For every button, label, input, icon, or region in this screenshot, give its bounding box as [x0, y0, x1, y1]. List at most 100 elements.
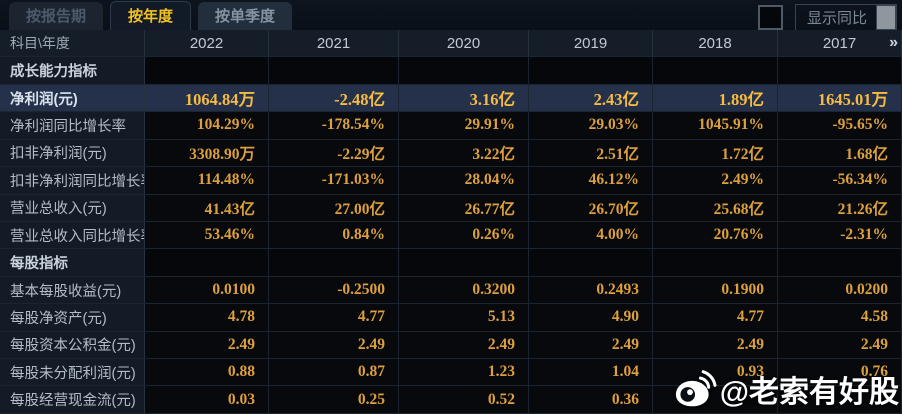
more-years-icon[interactable]: » — [889, 34, 898, 52]
cell-value: 2.49 — [653, 331, 778, 359]
cell-value — [529, 57, 653, 84]
table-row[interactable]: 基本每股收益(元) 0.0100 -0.2500 0.3200 0.2493 0.1900… — [0, 276, 902, 305]
row-label: 扣非净利润同比增长率 — [0, 167, 145, 194]
cell-value: 0.87 — [269, 359, 399, 386]
row-label: 营业总收入同比增长率 — [0, 221, 145, 249]
cell-value: 1645.01万 — [778, 84, 902, 112]
cell-value: 26.77亿 — [399, 194, 529, 221]
tab-report-period[interactable]: 按报告期 — [9, 2, 104, 30]
row-label: 每股资本公积金(元) — [0, 331, 145, 359]
cell-value: 0.0200 — [778, 276, 902, 304]
cell-value — [399, 249, 529, 276]
show-yoy-label: 显示同比 — [806, 10, 867, 27]
tab-annual[interactable]: 按年度 — [110, 1, 192, 30]
cell-value — [145, 249, 269, 276]
table-row[interactable]: 扣非净利润(元) 3308.90万 -2.29亿 3.22亿 2.51亿 1.72亿 1.6… — [0, 139, 902, 168]
cell-value — [778, 386, 902, 413]
cell-value: 0.52 — [399, 386, 529, 413]
year-column-header: 2022 — [145, 30, 269, 57]
cell-value: 25.68亿 — [653, 194, 778, 221]
cell-value: -2.29亿 — [269, 139, 399, 167]
cell-value: 4.77 — [653, 304, 778, 331]
table-row[interactable]: 营业总收入(元) 41.43亿 27.00亿 26.77亿 26.70亿 25.68亿 21… — [0, 194, 902, 222]
cell-value: 4.78 — [145, 304, 269, 331]
cell-value: 0.93 — [653, 359, 778, 386]
row-label: 净利润同比增长率 — [0, 112, 145, 139]
cell-value: -0.2500 — [269, 276, 399, 304]
cell-value: 0.0100 — [145, 276, 269, 304]
row-label: 每股经营现金流(元) — [0, 386, 145, 413]
cell-value: -2.48亿 — [269, 84, 399, 112]
cell-value — [778, 57, 902, 84]
table-row[interactable]: 每股资本公积金(元) 2.49 2.49 2.49 2.49 2.49 2.49 — [0, 331, 902, 360]
annual-financial-table: 科目\年度 2022 2021 2020 2019 2018 2017» 成长能力指标 净利… — [0, 30, 902, 414]
tab-bar: 按报告期 按年度 按单季度 显示同比 — [0, 0, 902, 31]
row-label: 每股指标 — [0, 249, 145, 276]
cell-value — [778, 249, 902, 276]
cell-value: 5.13 — [399, 304, 529, 331]
table-row[interactable]: 扣非净利润同比增长率 114.48% -171.03% 28.04% 46.12% 2.4… — [0, 167, 902, 195]
cell-value: 0.03 — [145, 386, 269, 413]
year-column-header: 2021 — [269, 30, 399, 57]
show-yoy-toggle[interactable]: 显示同比 — [794, 4, 897, 31]
cell-value — [399, 57, 529, 84]
year-column-header: 2018 — [653, 30, 778, 57]
cell-value — [269, 249, 399, 276]
cell-value: 114.48% — [145, 167, 269, 194]
cell-value — [529, 249, 653, 276]
cell-value: 0.76 — [778, 359, 902, 386]
cell-value: 2.49% — [653, 167, 778, 194]
cell-value — [653, 57, 778, 84]
tab-single-quarter[interactable]: 按单季度 — [198, 2, 293, 30]
cell-value: 3.16亿 — [399, 84, 529, 112]
show-yoy-checkbox[interactable] — [757, 5, 783, 30]
cell-value: 41.43亿 — [145, 194, 269, 221]
cell-value: 29.03% — [529, 112, 653, 139]
tab-bar-tabs: 按报告期 按年度 按单季度 — [9, 1, 293, 30]
cell-value: 0.36 — [529, 386, 653, 413]
corner-header: 科目\年度 — [0, 30, 145, 57]
table-row[interactable]: 净利润(元) 1064.84万 -2.48亿 3.16亿 2.43亿 1.89亿 1645.… — [0, 84, 902, 113]
row-label: 每股未分配利润(元) — [0, 359, 145, 386]
cell-value: 0.84% — [269, 221, 399, 249]
toggle-handle — [876, 5, 896, 30]
cell-value: 2.49 — [145, 331, 269, 359]
cell-value: 1.72亿 — [653, 139, 778, 167]
cell-value: -56.34% — [778, 167, 902, 194]
cell-value: 1.04 — [529, 359, 653, 386]
cell-value: 2.43亿 — [529, 84, 653, 112]
cell-value — [653, 249, 778, 276]
cell-value: 1.89亿 — [653, 84, 778, 112]
cell-value: 20.76% — [653, 221, 778, 249]
cell-value: 2.49 — [529, 331, 653, 359]
table-header-row: 科目\年度 2022 2021 2020 2019 2018 2017» — [0, 30, 902, 58]
cell-value: 26.70亿 — [529, 194, 653, 221]
year-column-header: 2017» — [778, 30, 902, 57]
cell-value: 1.23 — [399, 359, 529, 386]
table-row[interactable]: 每股净资产(元) 4.78 4.77 5.13 4.90 4.77 4.58 — [0, 304, 902, 332]
table-row[interactable]: 净利润同比增长率 104.29% -178.54% 29.91% 29.03% 1045.… — [0, 112, 902, 140]
cell-value: 1045.91% — [653, 112, 778, 139]
cell-value: 3308.90万 — [145, 139, 269, 167]
cell-value: -95.65% — [778, 112, 902, 139]
cell-value: 2.49 — [399, 331, 529, 359]
table-row[interactable]: 每股经营现金流(元) 0.03 0.25 0.52 0.36 — [0, 386, 902, 414]
table-row[interactable]: 每股未分配利润(元) 0.88 0.87 1.23 1.04 0.93 0.76 — [0, 359, 902, 387]
cell-value: -178.54% — [269, 112, 399, 139]
cell-value — [653, 386, 778, 413]
cell-value: 46.12% — [529, 167, 653, 194]
table-row[interactable]: 营业总收入同比增长率 53.46% 0.84% 0.26% 4.00% 20.76% -2.… — [0, 221, 902, 250]
year-column-header: 2020 — [399, 30, 529, 57]
cell-value: 4.00% — [529, 221, 653, 249]
cell-value: 27.00亿 — [269, 194, 399, 221]
section-row: 成长能力指标 — [0, 57, 902, 85]
cell-value: 1064.84万 — [145, 84, 269, 112]
section-row: 每股指标 — [0, 249, 902, 277]
cell-value: 4.90 — [529, 304, 653, 331]
row-label: 基本每股收益(元) — [0, 276, 145, 304]
cell-value: -2.31% — [778, 221, 902, 249]
cell-value: 21.26亿 — [778, 194, 902, 221]
cell-value: 0.25 — [269, 386, 399, 413]
cell-value: 104.29% — [145, 112, 269, 139]
cell-value: 29.91% — [399, 112, 529, 139]
